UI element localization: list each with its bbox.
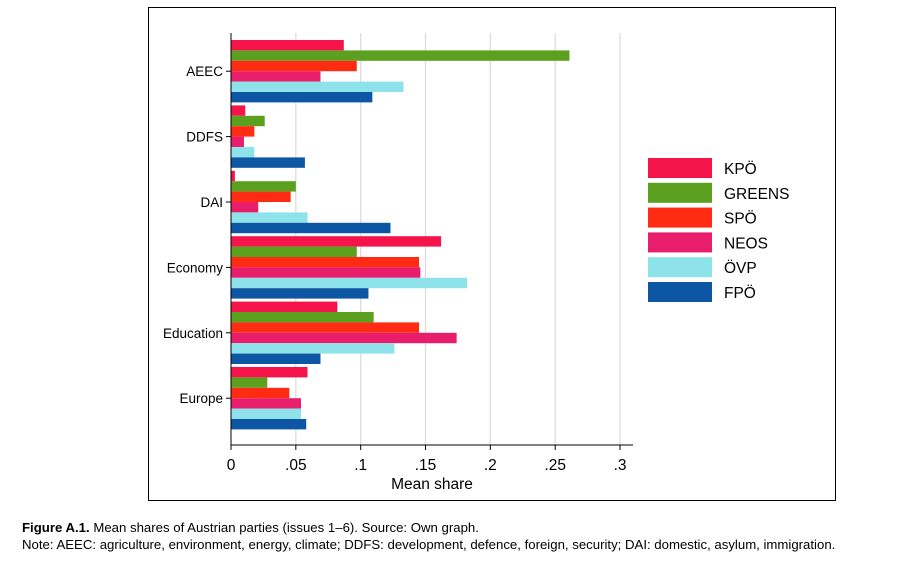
bar-dai-4 [231, 212, 308, 223]
bar-education-3 [231, 332, 457, 344]
bar-aeec-5 [231, 92, 373, 103]
x-tick-label: .1 [354, 457, 367, 474]
x-tick-label: .25 [544, 457, 566, 474]
legend-swatch-0 [648, 158, 712, 178]
category-label: Economy [167, 260, 224, 275]
bar-ddfs-5 [231, 157, 305, 168]
legend-label-3: NEOS [724, 235, 768, 252]
legend-swatch-2 [648, 207, 712, 228]
bar-ddfs-4 [231, 147, 255, 158]
category-label: DDFS [186, 130, 223, 145]
bar-economy-2 [231, 257, 420, 268]
bar-aeec-2 [231, 60, 357, 72]
bar-dai-5 [231, 222, 391, 234]
x-axis-label: Mean share [391, 476, 473, 493]
x-tick-label: .2 [484, 457, 497, 474]
bar-education-0 [231, 301, 338, 312]
bar-economy-1 [231, 246, 357, 257]
figure-title: Mean shares of Austrian parties (issues … [93, 520, 479, 535]
bar-dai-2 [231, 191, 291, 202]
bar-chart: AEEC DDFS DAI Economy Education Europe 0 .05 .1.… [163, 33, 789, 493]
legend-label-2: SPÖ [724, 210, 757, 228]
legend-swatch-3 [648, 232, 712, 253]
bar-europe-4 [231, 408, 302, 419]
figure-label: Figure A.1. [22, 520, 90, 535]
category-label: DAI [200, 195, 223, 210]
bar-aeec-3 [231, 71, 321, 82]
legend-swatch-1 [648, 182, 712, 203]
category-label: AEEC [186, 64, 223, 79]
legend-label-1: GREENS [724, 186, 789, 203]
bar-ddfs-2 [231, 126, 255, 137]
bar-ddfs-1 [231, 115, 265, 127]
legend-label-5: FPÖ [724, 284, 756, 302]
legend-label-4: ÖVP [724, 259, 757, 277]
bar-dai-0 [231, 170, 235, 182]
x-tick-label: 0 [227, 457, 236, 474]
bar-europe-0 [231, 367, 308, 378]
bar-economy-5 [231, 288, 369, 299]
bar-economy-4 [231, 277, 468, 289]
figure-note: Note: AEEC: agriculture, environment, en… [22, 537, 836, 552]
legend-swatch-4 [648, 257, 712, 278]
category-label: Europe [179, 391, 223, 406]
figure-caption: Figure A.1. Mean shares of Austrian part… [22, 519, 912, 553]
bar-dai-1 [231, 181, 296, 192]
bar-ddfs-0 [231, 105, 246, 116]
bar-dai-3 [231, 202, 259, 213]
bar-aeec-1 [231, 50, 570, 61]
caption-line: Figure A.1. Mean shares of Austrian part… [22, 519, 912, 536]
x-tick-label: .15 [415, 457, 437, 474]
bar-aeec-0 [231, 40, 344, 51]
bar-education-5 [231, 353, 321, 364]
category-label: Education [163, 326, 223, 341]
bar-education-1 [231, 312, 374, 323]
bar-economy-0 [231, 236, 442, 247]
bar-aeec-4 [231, 81, 404, 92]
bar-economy-3 [231, 267, 421, 278]
bar-europe-3 [231, 398, 302, 409]
x-tick-label: .3 [614, 457, 627, 474]
bar-europe-5 [231, 419, 307, 430]
bar-europe-1 [231, 377, 268, 388]
bar-education-4 [231, 343, 395, 354]
legend-label-0: KPÖ [724, 160, 757, 178]
bar-ddfs-3 [231, 136, 244, 147]
legend-swatch-5 [648, 282, 712, 302]
chart-frame: AEEC DDFS DAI Economy Education Europe 0 .05 .1.… [148, 7, 836, 501]
bar-europe-2 [231, 387, 290, 399]
x-tick-label: .05 [285, 457, 307, 474]
bar-education-2 [231, 322, 420, 333]
